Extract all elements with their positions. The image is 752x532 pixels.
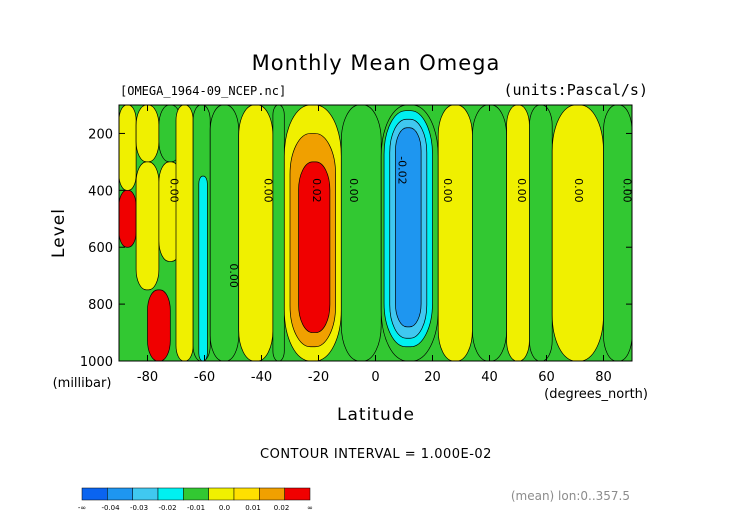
x-axis-units: (degrees_north) <box>544 387 648 402</box>
colorbar-swatch <box>284 487 311 501</box>
y-tick-label: 800 <box>88 298 113 313</box>
colorbar-tick-label: -∞ <box>78 504 86 512</box>
contour-band <box>472 104 507 362</box>
contour-band <box>551 104 604 362</box>
contour-labels: 0.00 0.00 0.02 0.00-0.020.00 0.00 0.00 0.000.0… <box>167 156 633 288</box>
contour-band <box>175 104 194 362</box>
colorbar-tick-label: ∞ <box>307 504 313 512</box>
contour-band <box>118 104 137 191</box>
x-tick-label: -80 <box>137 370 158 385</box>
units-label: (units:Pascal/s) <box>504 81 649 99</box>
colorbar-swatch <box>208 487 235 501</box>
contour-band <box>506 104 530 362</box>
contour-band <box>395 127 422 328</box>
contour-band <box>272 104 285 362</box>
contour-band <box>147 289 171 362</box>
contour-label: 0.00 <box>227 263 240 288</box>
contour-label: 0.00 <box>167 178 180 203</box>
contour-label: -0.02 <box>395 156 408 184</box>
colorbar-swatch <box>81 487 108 501</box>
contour-band <box>340 104 382 362</box>
contour-label: 0.00 <box>572 178 585 203</box>
y-tick-label: 200 <box>88 127 113 142</box>
contour-band <box>529 104 553 362</box>
colorbar-tick-label: 0.02 <box>274 504 290 512</box>
contour-band <box>135 161 160 291</box>
x-tick-label: 80 <box>595 370 612 385</box>
x-tick-label: 40 <box>481 370 498 385</box>
colorbar-tick-label: -0.01 <box>187 504 205 512</box>
file-label: [OMEGA_1964-09_NCEP.nc] <box>120 84 286 98</box>
contour-band <box>135 104 160 163</box>
contour-interval-text: CONTOUR INTERVAL = 1.000E-02 <box>260 447 492 462</box>
colorbar-tick-label: 0.0 <box>219 504 230 512</box>
colorbar-swatch <box>183 487 209 501</box>
contour-band <box>298 161 331 333</box>
x-tick-label: 20 <box>424 370 441 385</box>
x-tick-label: -20 <box>308 370 329 385</box>
colorbar-swatch <box>132 487 159 501</box>
contour-band <box>198 175 208 362</box>
colorbar: -∞ -0.04 -0.03 -0.02 -0.01 0.0 0.01 0.02 ∞ <box>78 487 313 512</box>
colorbar-tick-label: 0.01 <box>245 504 261 512</box>
contour-band <box>209 104 240 362</box>
y-tick-label: 400 <box>88 184 113 199</box>
x-tick-label: -60 <box>194 370 215 385</box>
y-axis-label: Level <box>49 208 69 258</box>
contour-band <box>603 104 633 362</box>
y-tick-label: 1000 <box>80 355 113 370</box>
contour-label: 0.00 <box>515 178 528 203</box>
x-tick-label: 60 <box>538 370 555 385</box>
colorbar-swatch <box>233 487 260 501</box>
x-axis-ticks: -80 -60 -40 -20 0 20 40 60 80 <box>137 105 612 385</box>
colorbar-swatch <box>107 487 133 501</box>
contour-band <box>118 189 137 248</box>
colorbar-tick-label: -0.02 <box>158 504 176 512</box>
y-axis-ticks: 200 400 600 800 1000 <box>80 127 632 370</box>
x-axis-label: Latitude <box>337 405 415 425</box>
x-tick-label: 0 <box>371 370 379 385</box>
mean-text: (mean) lon:0..357.5 <box>511 489 630 503</box>
contour-band <box>238 104 274 362</box>
chart-title: Monthly Mean Omega <box>252 51 501 75</box>
y-axis-units: (millibar) <box>53 376 112 391</box>
y-tick-label: 600 <box>88 241 113 256</box>
colorbar-tick-label: -0.04 <box>101 504 120 512</box>
contour-label: 0.00 <box>261 178 274 203</box>
colorbar-swatch <box>259 487 285 501</box>
contour-band <box>437 104 473 362</box>
plot-area <box>118 104 633 362</box>
contour-label: 0.02 <box>310 178 323 203</box>
colorbar-tick-label: -0.03 <box>130 504 148 512</box>
x-tick-label: -40 <box>251 370 272 385</box>
contour-label: 0.00 <box>347 178 360 203</box>
colorbar-swatch <box>157 487 184 501</box>
contour-label: 0.00 <box>441 178 454 203</box>
